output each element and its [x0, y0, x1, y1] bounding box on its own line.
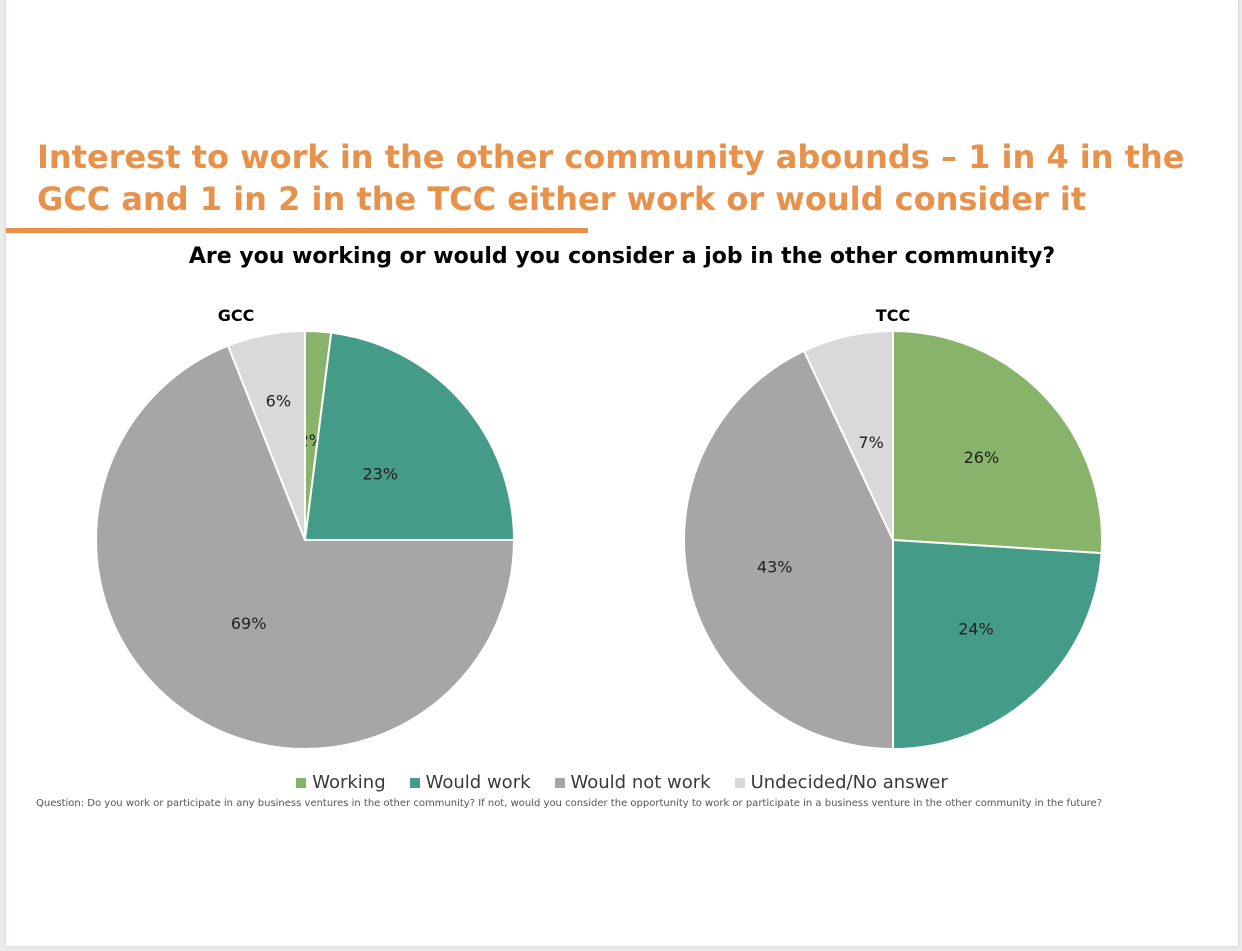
- legend-label-would-not-work: Would not work: [570, 772, 711, 793]
- gcc-slice-undecided: [226, 329, 306, 541]
- legend-swatch-would-work: [409, 777, 420, 788]
- gcc-slice-would-not-work: [95, 344, 516, 750]
- tcc-slice-would-not-work: [683, 349, 894, 751]
- title-underline: [6, 228, 588, 233]
- question-footnote: Question: Do you work or participate in …: [36, 798, 1103, 809]
- legend-label-working: Working: [312, 772, 386, 793]
- legend-item-undecided: Undecided/No answer: [734, 772, 948, 793]
- tcc-pie-title: TCC: [875, 306, 911, 325]
- tcc-label-working: 26%: [964, 448, 1000, 467]
- legend-label-would-work: Would work: [425, 772, 531, 793]
- slide-title: Interest to work in the other community …: [37, 138, 1185, 218]
- legend-item-would-work: Would work: [409, 772, 531, 793]
- gcc-label-would-not-work: 69%: [231, 614, 267, 633]
- legend-swatch-undecided: [734, 777, 745, 788]
- legend: Working Would work Would not work Undeci…: [6, 772, 1238, 793]
- tcc-slice-would-work: [892, 538, 1103, 751]
- legend-item-working: Working: [296, 772, 386, 793]
- gcc-label-would-work: 23%: [362, 465, 398, 484]
- slide: Interest to work in the other community …: [6, 0, 1238, 946]
- legend-item-would-not-work: Would not work: [554, 772, 711, 793]
- tcc-slice-undecided: [802, 329, 894, 541]
- tcc-pie-chart: 26% 24% 43% 7%: [683, 329, 1103, 751]
- tcc-slice-working: [892, 329, 1103, 555]
- gcc-pie-chart: 2%23%69%6%: [95, 329, 516, 750]
- gcc-slice-would-work: [303, 331, 516, 541]
- tcc-label-undecided: 7%: [858, 433, 883, 452]
- chart-question: Are you working or would you consider a …: [188, 244, 1056, 269]
- tcc-label-would-work: 24%: [958, 619, 994, 638]
- legend-swatch-would-not-work: [554, 777, 565, 788]
- gcc-label-undecided: 6%: [266, 391, 291, 410]
- gcc-pie-title: GCC: [217, 306, 255, 325]
- legend-label-undecided: Undecided/No answer: [750, 772, 948, 793]
- tcc-label-would-not-work: 43%: [757, 557, 793, 576]
- legend-swatch-working: [296, 777, 307, 788]
